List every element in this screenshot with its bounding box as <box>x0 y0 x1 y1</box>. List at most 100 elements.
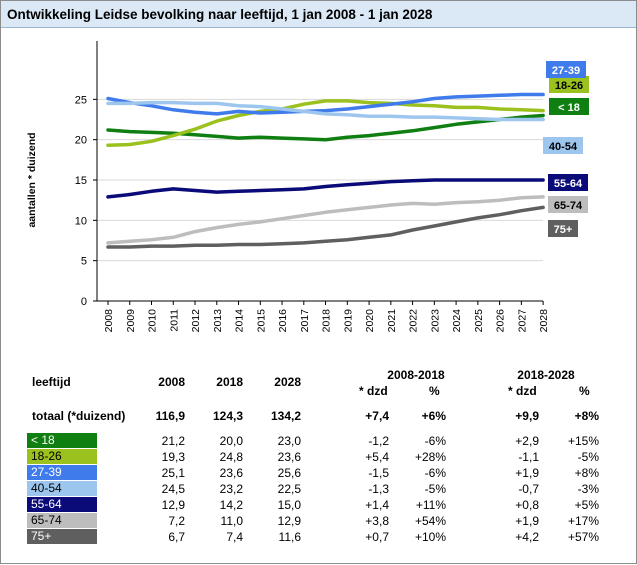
cell-p2: +57% <box>567 530 599 544</box>
cell-p2: -5% <box>577 450 599 464</box>
cell-p1: -6% <box>424 434 446 448</box>
series-label-box-40-54 <box>543 137 583 154</box>
cell-d2: +4,2 <box>515 530 539 544</box>
series-label-box-27-39 <box>546 61 586 78</box>
cell-d1: -1,3 <box>368 482 389 496</box>
cell-d2: -0,7 <box>518 482 539 496</box>
series-line-55-64 <box>106 178 545 199</box>
x-tick-label-2024: 2024 <box>451 309 463 333</box>
series-label-box-18-26 <box>549 76 589 93</box>
cell-p1: +54% <box>414 514 446 528</box>
cell-p2: +8% <box>574 466 599 480</box>
cell-v2018: 23,6 <box>219 466 243 480</box>
cell-v2008: 12,9 <box>161 498 185 512</box>
x-tick-label-2014: 2014 <box>234 309 246 333</box>
cell-d1: +1,4 <box>365 498 389 512</box>
x-tick-label-2012: 2012 <box>190 309 202 333</box>
cell-v2028: 22,5 <box>277 482 301 496</box>
row-color-swatch <box>27 529 97 544</box>
cell-p2: -3% <box>577 482 599 496</box>
cell-p1: -5% <box>424 482 446 496</box>
cell-v2028: 12,9 <box>277 514 301 528</box>
cell-v2028: 25,6 <box>277 466 301 480</box>
total-d2: +9,9 <box>515 409 539 423</box>
cell-p1: +10% <box>414 530 446 544</box>
cell-v2008: 25,1 <box>161 466 185 480</box>
cell-d2: +1,9 <box>515 514 539 528</box>
y-tick-label-25: 25 <box>75 94 87 106</box>
header-group-2008-2018: 2008-2018 <box>387 368 445 382</box>
x-tick-label-2025: 2025 <box>473 309 485 333</box>
cell-d2: +1,9 <box>515 466 539 480</box>
cell-d1: +0,7 <box>365 530 389 544</box>
cell-p2: +17% <box>567 514 599 528</box>
y-tick-label-5: 5 <box>81 256 87 268</box>
row-color-swatch <box>27 433 97 448</box>
cell-v2008: 7,2 <box>168 514 185 528</box>
cell-v2018: 11,0 <box>220 514 243 528</box>
x-tick-label-2021: 2021 <box>386 309 398 333</box>
plot-area <box>97 41 543 301</box>
row-color-swatch <box>27 513 97 528</box>
x-tick-label-2018: 2018 <box>321 309 333 333</box>
x-tick-label-2017: 2017 <box>299 309 311 333</box>
cell-v2028: 23,0 <box>277 434 301 448</box>
y-tick-label-10: 10 <box>75 215 87 227</box>
header-2028: 2028 <box>274 375 301 389</box>
cell-v2028: 23,6 <box>277 450 301 464</box>
x-tick-label-2015: 2015 <box>255 309 267 333</box>
cell-v2008: 21,2 <box>161 434 185 448</box>
series-line-65-74 <box>106 195 545 245</box>
cell-v2018: 23,2 <box>219 482 243 496</box>
cell-p1: -6% <box>424 466 446 480</box>
x-tick-label-2013: 2013 <box>212 309 224 333</box>
x-tick-label-2020: 2020 <box>364 309 376 333</box>
cell-v2028: 11,6 <box>278 530 301 544</box>
row-label: < 18 <box>31 433 55 447</box>
y-tick-label-15: 15 <box>75 175 87 187</box>
x-tick-label-2028: 2028 <box>538 309 550 333</box>
series-label-40-54: 40-54 <box>549 141 578 153</box>
series-label-65-74: 65-74 <box>554 200 583 212</box>
cell-p1: +11% <box>415 498 446 512</box>
series-label-box-55-64 <box>548 174 588 191</box>
y-axis-title: aantallen * duizend <box>26 132 38 227</box>
chart-title: Ontwikkeling Leidse bevolking naar leeft… <box>1 1 636 28</box>
x-tick-label-2016: 2016 <box>277 309 289 333</box>
series-label-75+: 75+ <box>554 224 573 236</box>
x-tick-label-2027: 2027 <box>516 309 528 333</box>
row-label: 55-64 <box>31 497 62 511</box>
row-label: 40-54 <box>31 481 62 495</box>
cell-p1: +28% <box>414 450 446 464</box>
row-color-swatch <box>27 497 97 512</box>
header-dzd-1: * dzd <box>359 384 388 398</box>
cell-v2008: 19,3 <box>161 450 185 464</box>
cell-d2: +2,9 <box>515 434 539 448</box>
series-line-75+ <box>106 205 545 249</box>
cell-p2: +15% <box>567 434 599 448</box>
cell-d1: +3,8 <box>365 514 389 528</box>
y-tick-label-0: 0 <box>81 296 87 308</box>
row-label: 27-39 <box>31 465 62 479</box>
x-tick-label-2023: 2023 <box>429 309 441 333</box>
cell-p2: +5% <box>574 498 599 512</box>
x-tick-label-2010: 2010 <box>147 309 159 333</box>
row-label: 75+ <box>31 529 52 543</box>
row-color-swatch <box>27 481 97 496</box>
total-2008: 116,9 <box>155 409 185 423</box>
x-tick-label-2019: 2019 <box>342 309 354 333</box>
y-tick-label-20: 20 <box>75 135 87 147</box>
x-tick-label-2011: 2011 <box>168 309 180 332</box>
cell-v2018: 20,0 <box>219 434 243 448</box>
row-color-swatch <box>27 449 97 464</box>
total-p1: +6% <box>421 409 446 423</box>
series-line-18-26 <box>106 99 545 148</box>
row-label: 65-74 <box>31 513 62 527</box>
series-label-box-< 18 <box>549 98 589 115</box>
cell-d2: -1,1 <box>518 450 539 464</box>
cell-v2018: 24,8 <box>219 450 243 464</box>
series-label-18-26: 18-26 <box>555 80 583 92</box>
